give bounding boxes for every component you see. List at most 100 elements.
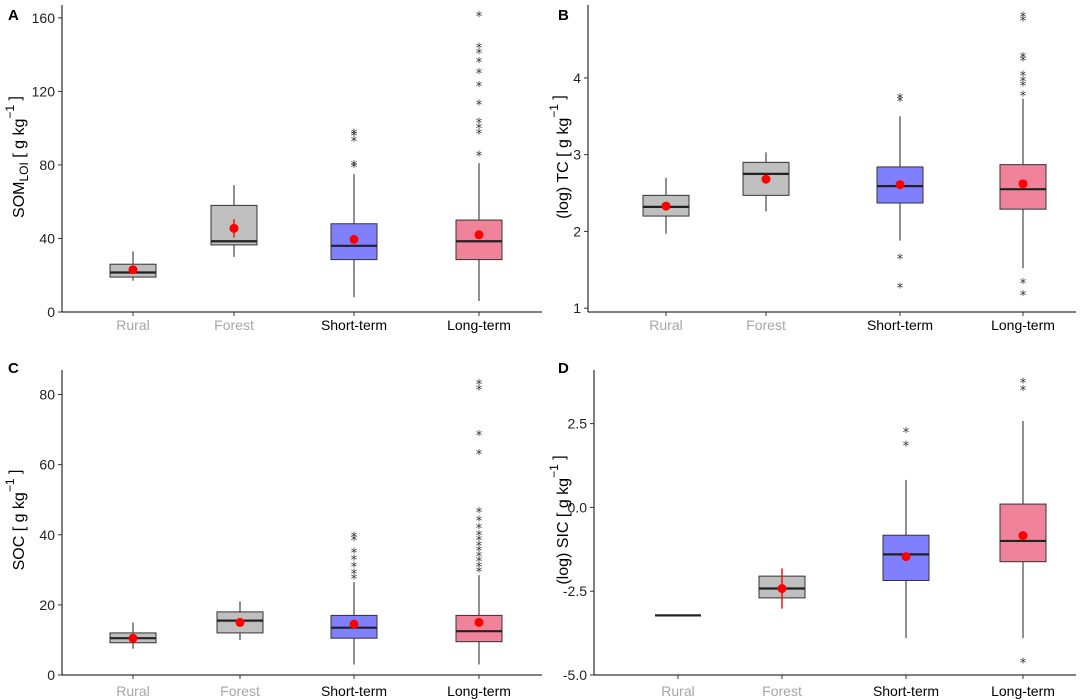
outlier-point: * <box>476 67 483 82</box>
outlier-point: * <box>476 47 483 62</box>
y-axis-title: SOMLOI [ g kg−1 ] <box>3 96 31 218</box>
outlier-point: * <box>351 560 358 575</box>
y-axis-title-close: ] <box>7 470 24 479</box>
outlier-point: * <box>1020 11 1027 26</box>
x-tick-label-rural: Rural <box>116 683 149 699</box>
outlier-point: * <box>476 560 483 575</box>
mean-point <box>1018 179 1028 189</box>
box-forest <box>216 601 264 640</box>
outlier-point: * <box>1020 51 1027 66</box>
y-axis-title-exp: −1 <box>3 478 17 492</box>
y-tick-label: 60 <box>39 457 55 473</box>
y-tick-label: -5.0 <box>563 667 587 683</box>
x-tick-label-short-term: Short-term <box>873 683 939 699</box>
y-axis-title: (log) TC [ g kg−1 ] <box>547 95 572 219</box>
x-tick-label-long-term: Long-term <box>991 683 1055 699</box>
y-tick-label: 1 <box>573 300 581 316</box>
panel-d: -5.0 -2.5 0.0 2.5 Rural Forest Short-term Long-… <box>547 360 1076 699</box>
outlier-point: * <box>351 161 358 176</box>
y-tick-label: 80 <box>39 157 55 173</box>
box-short-term: ** <box>882 426 930 639</box>
x-tick-label-forest: Forest <box>762 683 802 699</box>
mean-point <box>229 223 239 233</box>
outlier-point: * <box>1020 277 1027 292</box>
panel-a: 0 40 80 120 160 Rural Forest Short-term Long-ter… <box>3 5 542 333</box>
y-axis-title-close: ] <box>551 455 568 464</box>
outlier-point: * <box>897 95 904 110</box>
box-forest <box>758 568 806 609</box>
y-tick-label: 80 <box>39 387 55 403</box>
outlier-point: * <box>476 448 483 463</box>
outlier-point: * <box>1020 70 1027 85</box>
mean-point <box>235 617 245 627</box>
outlier-point: * <box>476 555 483 570</box>
outlier-point: * <box>351 159 358 174</box>
mean-point <box>128 633 138 643</box>
outlier-point: * <box>351 531 358 546</box>
outlier-point: * <box>1020 80 1027 95</box>
outlier-point: * <box>476 41 483 56</box>
outlier-point: * <box>1020 377 1027 392</box>
outlier-point: * <box>476 515 483 530</box>
panel-letter: D <box>558 360 569 377</box>
y-tick-label: 2 <box>573 223 581 239</box>
box-long-term: ********** <box>999 11 1047 304</box>
outlier-point: * <box>476 429 483 444</box>
x-tick-label-long-term: Long-term <box>447 317 511 333</box>
y-axis-title-close: ] <box>7 96 24 105</box>
outlier-point: * <box>897 92 904 107</box>
y-tick-label: 4 <box>573 70 581 86</box>
outlier-point: * <box>476 56 483 71</box>
outlier-point: * <box>476 378 483 393</box>
y-axis-title: SOC [ g kg−1 ] <box>3 470 28 571</box>
outlier-point: * <box>476 545 483 560</box>
outlier-point: * <box>476 522 483 537</box>
box-long-term: *************** <box>455 378 503 665</box>
y-axis-title-main: (log) SIC <box>555 522 572 585</box>
panel-letter: A <box>8 7 19 24</box>
outlier-point: * <box>351 567 358 582</box>
box-short-term: **** <box>876 92 924 296</box>
outlier-point: * <box>897 281 904 296</box>
y-tick-label: 3 <box>573 147 581 163</box>
outlier-point: * <box>476 566 483 581</box>
y-tick-label: 0 <box>47 667 55 683</box>
outlier-point: * <box>897 252 904 267</box>
outlier-point: * <box>1020 14 1027 29</box>
y-axis-title-unit: [ g kg <box>11 119 28 163</box>
outlier-point: * <box>476 10 483 25</box>
outlier-point: * <box>903 426 910 441</box>
outlier-point: * <box>1020 289 1027 304</box>
box-long-term: *********** <box>455 10 503 301</box>
x-tick-label-forest: Forest <box>220 683 260 699</box>
box-forest <box>210 185 258 257</box>
outlier-point: * <box>1020 384 1027 399</box>
y-axis-title-exp: −1 <box>547 104 561 118</box>
outlier-point: * <box>476 539 483 554</box>
y-tick-label: 0 <box>47 304 55 320</box>
mean-point <box>901 552 911 562</box>
x-tick-label-rural: Rural <box>649 317 682 333</box>
y-tick-label: 20 <box>39 597 55 613</box>
y-axis-title-main: SOC <box>11 536 28 571</box>
outlier-point: * <box>476 128 483 143</box>
panel-letter: C <box>8 360 19 377</box>
outlier-point: * <box>476 506 483 521</box>
mean-point <box>474 230 484 240</box>
box-forest <box>742 152 790 212</box>
y-axis-title-unit: [ g kg <box>11 492 28 536</box>
x-tick-label-short-term: Short-term <box>321 683 387 699</box>
mean-point <box>895 180 905 190</box>
outlier-point: * <box>351 135 358 150</box>
outlier-point: * <box>351 553 358 568</box>
y-tick-label: 2.5 <box>568 416 588 432</box>
y-tick-label: 160 <box>32 10 56 26</box>
y-axis-title-exp: −1 <box>547 464 561 478</box>
box-long-term: *** <box>999 377 1047 671</box>
box-iqr <box>455 219 503 261</box>
mean-point <box>474 617 484 627</box>
outlier-point: * <box>351 546 358 561</box>
outlier-point: * <box>351 534 358 549</box>
